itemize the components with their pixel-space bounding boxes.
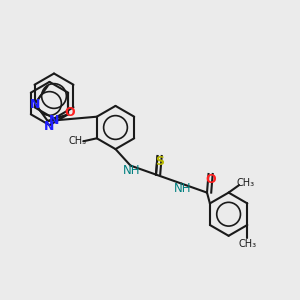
Text: N: N — [49, 113, 59, 127]
Text: O: O — [205, 173, 216, 187]
Text: CH₃: CH₃ — [237, 178, 255, 188]
Text: CH₃: CH₃ — [68, 136, 86, 146]
Text: S: S — [155, 155, 164, 169]
Text: NH: NH — [123, 164, 141, 178]
Text: N: N — [44, 120, 55, 133]
Text: O: O — [64, 106, 75, 119]
Text: N: N — [30, 98, 40, 112]
Text: NH: NH — [174, 182, 192, 196]
Text: CH₃: CH₃ — [238, 239, 256, 250]
